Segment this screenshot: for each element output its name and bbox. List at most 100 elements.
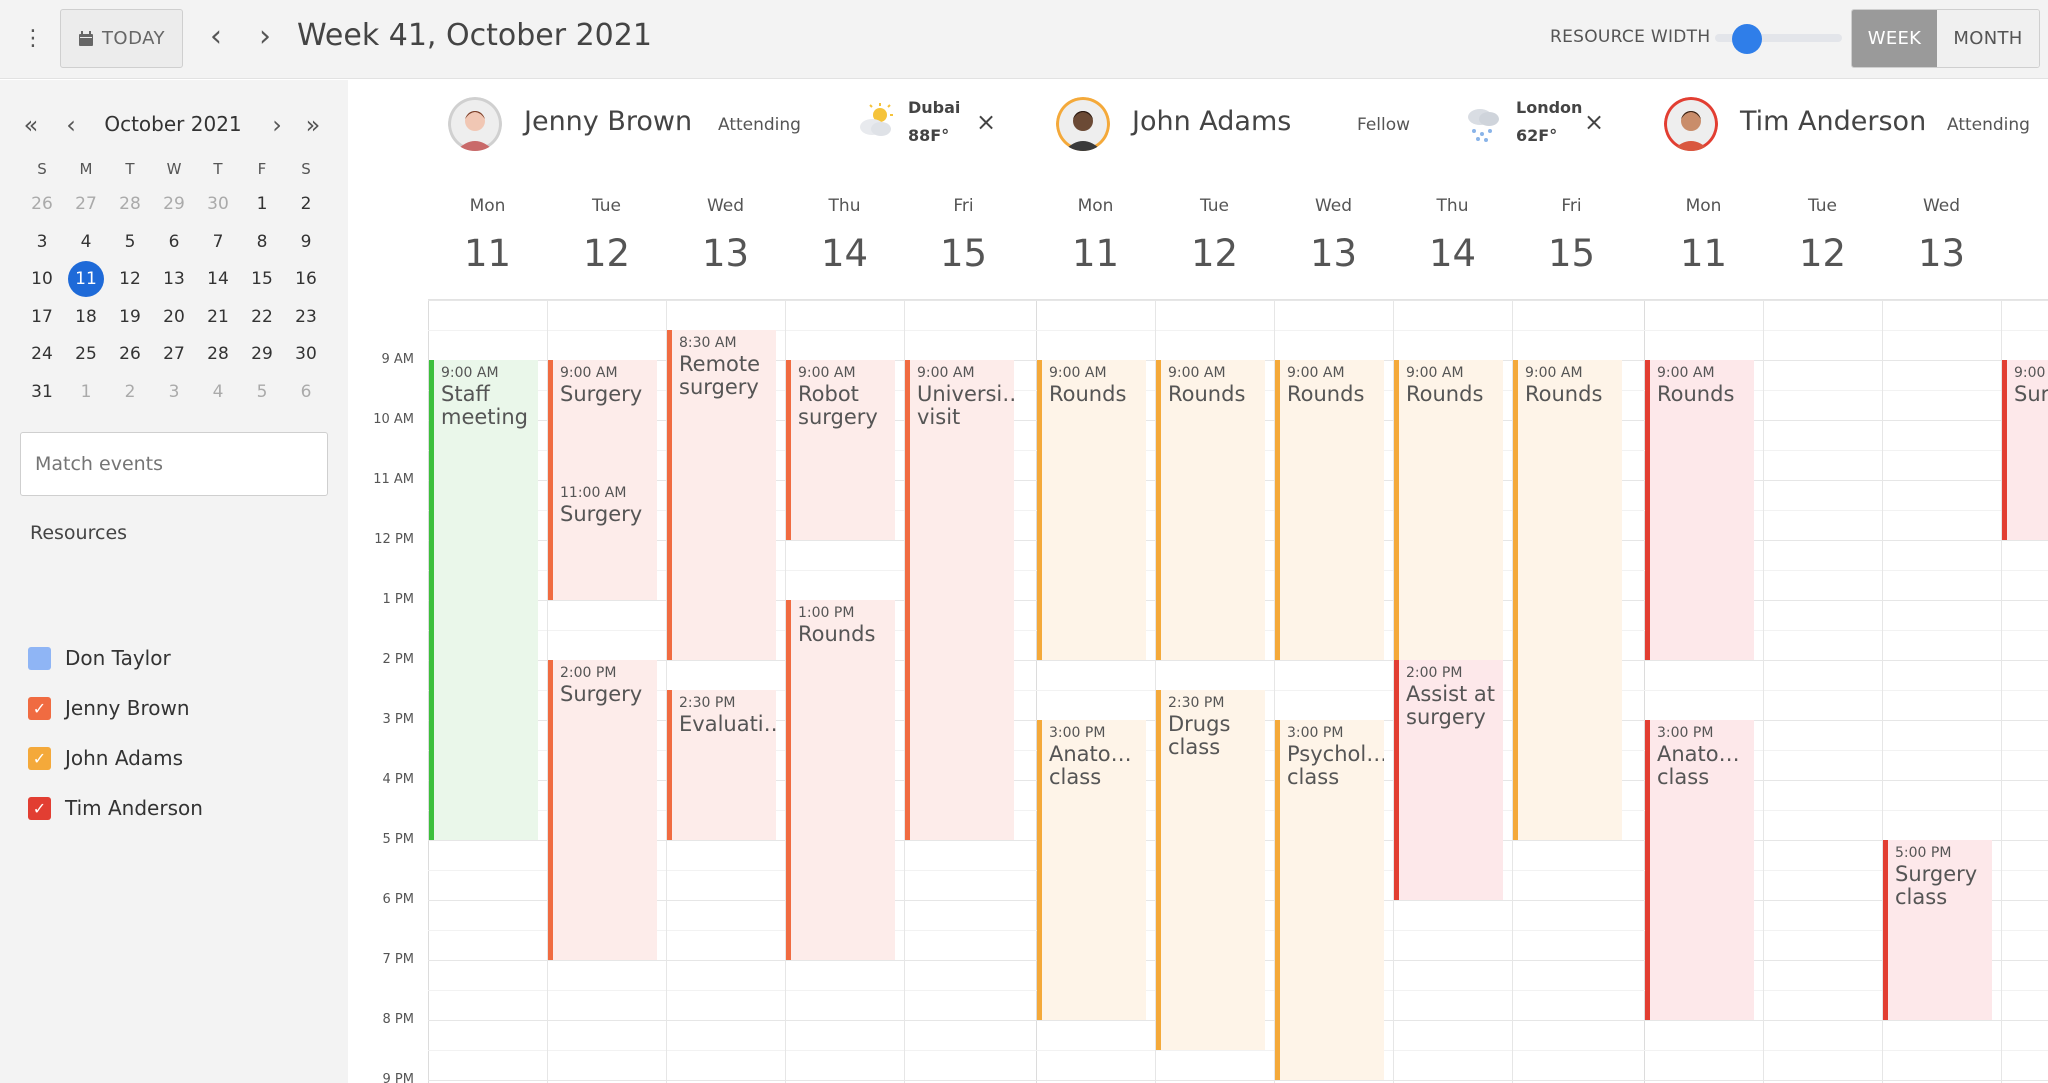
day-number[interactable]: 15: [1547, 232, 1596, 275]
resource-checkbox[interactable]: ✓: [28, 696, 51, 720]
event-card[interactable]: 9:00 AM Robot surgery: [786, 360, 895, 540]
event-card[interactable]: 2:30 PM Evaluati…: [667, 690, 776, 840]
resource-item[interactable]: Don Taylor: [28, 643, 171, 673]
mini-calendar-day[interactable]: 21: [207, 306, 229, 327]
mini-calendar-day[interactable]: 29: [163, 194, 185, 214]
resource-item[interactable]: ✓ John Adams: [28, 743, 183, 773]
day-number[interactable]: 14: [820, 232, 869, 275]
mini-calendar-day-selected[interactable]: 11: [64, 261, 108, 298]
mini-calendar-day[interactable]: 26: [31, 194, 53, 214]
mini-calendar-day[interactable]: 27: [75, 194, 97, 214]
resource-width-slider[interactable]: [1715, 34, 1842, 42]
mini-calendar-day[interactable]: 12: [119, 269, 141, 289]
event-card[interactable]: 5:00 PM Surgery class: [1883, 840, 1992, 1020]
event-card[interactable]: 8:30 AM Remote surgery: [667, 330, 776, 660]
mini-calendar-day[interactable]: 7: [212, 231, 224, 252]
resource-checkbox[interactable]: ✓: [28, 746, 51, 770]
event-card[interactable]: 2:30 PM Drugs class: [1156, 690, 1265, 1050]
mini-calendar-day[interactable]: 16: [295, 269, 317, 289]
day-number[interactable]: 13: [1309, 232, 1358, 275]
mini-calendar-day[interactable]: 4: [212, 381, 224, 402]
mini-calendar-day[interactable]: 6: [300, 381, 312, 402]
event-card[interactable]: 9:00 AM Rounds: [1275, 360, 1384, 660]
mini-calendar-day[interactable]: 26: [119, 344, 141, 364]
mini-calendar-day[interactable]: 27: [163, 344, 185, 364]
mini-calendar-day[interactable]: 6: [168, 231, 180, 252]
event-card[interactable]: 9:00 AM Rounds: [1513, 360, 1622, 840]
prev-year-icon[interactable]: «: [23, 111, 39, 139]
mini-calendar-day[interactable]: 3: [168, 381, 180, 402]
mini-calendar-day[interactable]: 3: [36, 231, 48, 252]
mini-calendar-day[interactable]: 23: [295, 306, 317, 327]
mini-calendar-day[interactable]: 28: [119, 194, 141, 214]
resource-checkbox[interactable]: [28, 646, 51, 670]
event-card[interactable]: 9:00 AM Rounds: [1156, 360, 1265, 660]
mini-calendar-day[interactable]: 25: [75, 344, 97, 364]
mini-calendar-day[interactable]: 19: [119, 306, 141, 327]
event-card[interactable]: 9:00 AM Surgery: [548, 360, 657, 480]
resource-item[interactable]: ✓ Jenny Brown: [28, 693, 190, 723]
event-card[interactable]: 11:00 AM Surgery: [548, 480, 657, 600]
day-number[interactable]: 11: [463, 232, 512, 275]
day-number[interactable]: 13: [701, 232, 750, 275]
day-number[interactable]: 11: [1071, 232, 1120, 275]
day-number[interactable]: 12: [582, 232, 631, 275]
event-card[interactable]: 9:00 AM Universi… visit: [905, 360, 1014, 840]
mini-calendar-day[interactable]: 4: [80, 231, 92, 252]
today-button[interactable]: TODAY: [60, 9, 183, 68]
next-week-icon[interactable]: ›: [259, 19, 271, 54]
mini-calendar-day[interactable]: 9: [300, 231, 312, 252]
mini-calendar-day[interactable]: 1: [256, 194, 268, 214]
mini-calendar-day[interactable]: 30: [207, 194, 229, 214]
resource-item[interactable]: ✓ Tim Anderson: [28, 793, 203, 823]
mini-calendar-day[interactable]: 5: [124, 231, 136, 252]
day-number[interactable]: 13: [1917, 232, 1966, 275]
mini-calendar-day[interactable]: 31: [31, 381, 53, 402]
day-number[interactable]: 15: [939, 232, 988, 275]
event-card[interactable]: 2:00 PM Surgery: [548, 660, 657, 960]
close-icon[interactable]: ×: [976, 108, 997, 136]
resource-checkbox[interactable]: ✓: [28, 796, 51, 820]
mini-calendar-day[interactable]: 22: [251, 306, 273, 327]
mini-calendar-day[interactable]: 17: [31, 306, 53, 327]
time-grid[interactable]: 9:00 AM Staff meeting 9:00 AM Surgery 11:00 …: [428, 300, 1036, 1083]
event-card[interactable]: 9:00 AM Rounds: [1037, 360, 1146, 660]
event-card[interactable]: 9:00 AM Rounds: [1394, 360, 1503, 660]
event-card[interactable]: 1:00 PM Rounds: [786, 600, 895, 960]
mini-calendar-day[interactable]: 5: [256, 381, 268, 402]
mini-calendar-day[interactable]: 29: [251, 344, 273, 364]
next-month-icon[interactable]: ›: [272, 111, 282, 139]
day-number[interactable]: 12: [1798, 232, 1847, 275]
day-number[interactable]: 14: [1428, 232, 1477, 275]
mini-calendar-day[interactable]: 20: [163, 306, 185, 327]
mini-calendar-day[interactable]: 2: [124, 381, 136, 402]
day-number[interactable]: 11: [1679, 232, 1728, 275]
mini-calendar-day[interactable]: 2: [300, 194, 312, 214]
more-options-icon[interactable]: ⋮: [22, 26, 44, 51]
mini-calendar-day[interactable]: 13: [163, 269, 185, 289]
mini-calendar-day[interactable]: 30: [295, 344, 317, 364]
mini-calendar-day[interactable]: 14: [207, 269, 229, 289]
mini-calendar-day[interactable]: 10: [31, 269, 53, 289]
month-view-button[interactable]: MONTH: [1937, 10, 2039, 67]
match-events-input[interactable]: [20, 432, 328, 496]
close-icon[interactable]: ×: [1584, 108, 1605, 136]
prev-week-icon[interactable]: ‹: [210, 19, 222, 54]
event-card[interactable]: 3:00 PM Anato… class: [1645, 720, 1754, 1020]
next-year-icon[interactable]: »: [305, 111, 321, 139]
prev-month-icon[interactable]: ‹: [66, 111, 76, 139]
event-card[interactable]: 3:00 PM Psychol… class: [1275, 720, 1384, 1080]
mini-calendar-day[interactable]: 28: [207, 344, 229, 364]
event-card[interactable]: 9:00 AM Rounds: [1645, 360, 1754, 660]
event-card[interactable]: 3:00 PM Anato… class: [1037, 720, 1146, 1020]
mini-calendar-day[interactable]: 18: [75, 306, 97, 327]
event-card[interactable]: 2:00 PM Assist at surgery: [1394, 660, 1503, 900]
event-card[interactable]: 9:00 AM Staff meeting: [429, 360, 538, 840]
resource-width-slider-thumb[interactable]: [1731, 24, 1762, 54]
week-view-button[interactable]: WEEK: [1852, 10, 1937, 67]
mini-calendar-day[interactable]: 8: [256, 231, 268, 252]
time-grid[interactable]: 9:00 AM Rounds 3:00 PM Anato… class 5:00 PM S…: [1644, 300, 2048, 1083]
day-number[interactable]: 12: [1190, 232, 1239, 275]
mini-calendar-day[interactable]: 15: [251, 269, 273, 289]
